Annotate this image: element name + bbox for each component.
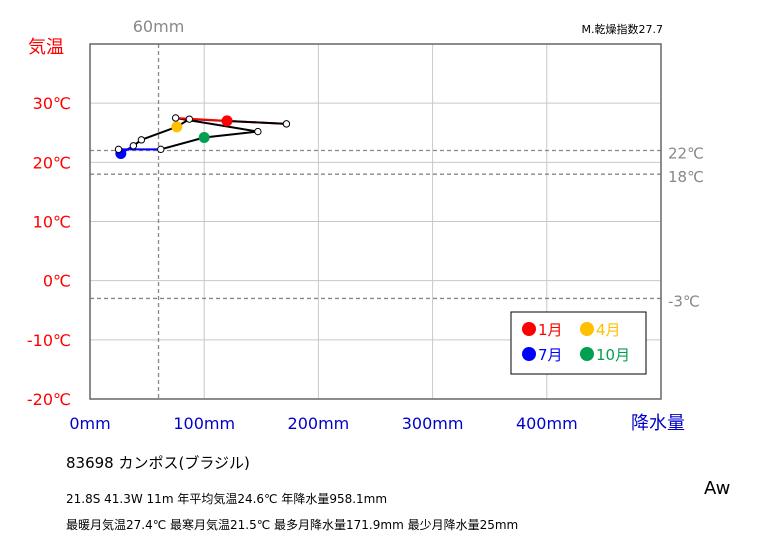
x-tick-label: 300mm [402, 414, 464, 433]
reference-label-precip: 60mm [133, 17, 185, 36]
reference-label-temp: 18℃ [668, 168, 704, 186]
station-summary-line2: 最暖月気温27.4℃ 最寒月気温21.5℃ 最多月降水量171.9mm 最少月降… [66, 518, 519, 532]
data-point [185, 115, 194, 123]
station-heading: 83698 カンポス(ブラジル) [66, 454, 250, 472]
plot-frame [89, 43, 662, 400]
data-point [114, 145, 123, 154]
data-point [171, 114, 180, 122]
y-tick-label: -20℃ [27, 390, 71, 409]
legend-label: 7月 [538, 346, 563, 364]
legend-label: 1月 [538, 321, 563, 339]
y-tick-label: 20℃ [33, 153, 71, 172]
legend-marker [580, 347, 594, 361]
series-line-segment [204, 130, 258, 139]
x-tick-label: 100mm [173, 414, 235, 433]
reference-label-temp: -3℃ [668, 292, 700, 310]
station-summary-line1: 21.8S 41.3W 11m 年平均気温24.6℃ 年降水量958.1mm [66, 492, 388, 506]
legend-box [510, 311, 647, 375]
series-line-segment [160, 136, 205, 151]
y-tick-label: 0℃ [43, 272, 71, 291]
data-point [282, 120, 291, 128]
reference-label-temp: 22℃ [668, 145, 704, 163]
data-point [157, 145, 165, 154]
aridity-index: M.乾燥指数27.7 [582, 22, 663, 36]
data-point-highlight [198, 131, 210, 143]
y-tick-label: 30℃ [33, 94, 71, 113]
y-axis-title: 気温 [28, 37, 64, 58]
y-tick-label: -10℃ [27, 331, 71, 350]
data-point [254, 127, 262, 136]
series-line-segment [141, 125, 178, 141]
data-point [137, 136, 146, 144]
data-point-highlight [171, 121, 183, 133]
legend-label: 10月 [596, 346, 630, 364]
x-tick-label: 400mm [516, 414, 578, 433]
data-point [129, 142, 138, 150]
x-axis-title: 降水量 [631, 413, 685, 434]
legend-marker [522, 347, 536, 361]
legend-label: 4月 [596, 321, 621, 339]
climate-class: Aw [704, 478, 731, 499]
x-tick-label: 0mm [69, 414, 110, 433]
legend-marker [580, 322, 594, 336]
y-tick-label: 10℃ [33, 213, 71, 232]
data-point-highlight [221, 115, 233, 127]
legend-marker [522, 322, 536, 336]
x-tick-label: 200mm [288, 414, 350, 433]
series-line-segment [175, 116, 228, 122]
